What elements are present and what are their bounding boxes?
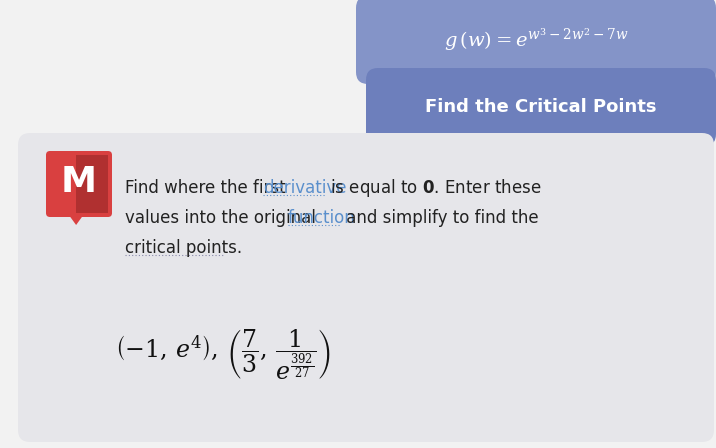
FancyBboxPatch shape [366, 68, 716, 146]
Text: $g\,(w) = e^{w^3-2w^2-7w}$: $g\,(w) = e^{w^3-2w^2-7w}$ [443, 26, 629, 53]
Polygon shape [76, 155, 108, 213]
FancyBboxPatch shape [46, 151, 112, 217]
Text: $\left(-1,\, e^{4}\right),\,\left(\dfrac{7}{3},\, \dfrac{1}{e^{\frac{392}{27}}}\: $\left(-1,\, e^{4}\right),\,\left(\dfrac… [115, 327, 331, 382]
Text: derivative: derivative [263, 179, 347, 197]
Text: is equal to $\mathbf{0}$. Enter these: is equal to $\mathbf{0}$. Enter these [325, 177, 541, 199]
Text: and simplify to find the: and simplify to find the [341, 209, 538, 227]
Polygon shape [67, 213, 84, 225]
Text: critical points.: critical points. [125, 239, 242, 257]
Text: Find where the first: Find where the first [125, 179, 291, 197]
FancyBboxPatch shape [356, 0, 716, 84]
FancyBboxPatch shape [18, 133, 714, 442]
Text: function: function [288, 209, 356, 227]
Text: Find the Critical Points: Find the Critical Points [425, 98, 657, 116]
Text: values into the original: values into the original [125, 209, 321, 227]
Text: M: M [61, 165, 97, 199]
